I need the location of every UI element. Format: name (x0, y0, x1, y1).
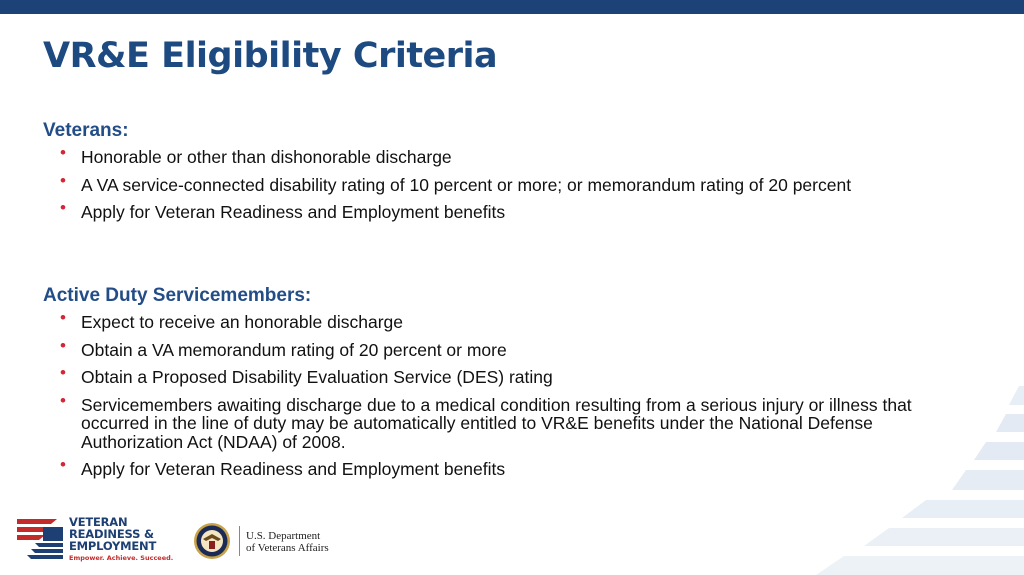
veterans-heading: Veterans: (43, 120, 129, 141)
vre-flag-icon (17, 519, 63, 559)
decorative-stripes (816, 386, 1024, 575)
list-item: • Obtain a Proposed Disability Evaluation… (43, 364, 923, 387)
list-item-text: Apply for Veteran Readiness and Employme… (81, 459, 506, 479)
list-item: • Expect to receive an honorable discharg… (43, 309, 923, 332)
vre-line-3: EMPLOYMENT (69, 539, 157, 553)
list-item-text: Expect to receive an honorable discharge (81, 312, 404, 332)
slide-title: VR&E Eligibility Criteria (43, 36, 498, 76)
list-item: • Servicemembers awaiting discharge due t… (43, 391, 923, 452)
list-item: • A VA service-connected disability ratin… (43, 171, 923, 195)
list-item: • Apply for Veteran Readiness and Employm… (43, 199, 923, 222)
va-logo-text: U.S. Department of Veterans Affairs (246, 530, 329, 554)
vre-line-1: VETERAN (69, 515, 128, 529)
bullet-dot-icon: • (60, 335, 66, 355)
list-item-text: Servicemembers awaiting discharge due to… (81, 394, 912, 452)
vre-text: VETERAN READINESS & EMPLOYMENT Empower. … (69, 516, 173, 562)
va-line-2: of Veterans Affairs (246, 542, 329, 554)
list-item-text: Apply for Veteran Readiness and Employme… (81, 202, 506, 222)
vre-line-2: READINESS & (69, 527, 154, 541)
bullet-dot-icon: • (60, 170, 66, 190)
top-banner (0, 0, 1024, 14)
veterans-list: • Honorable or other than dishonorable di… (43, 144, 923, 222)
veterans-section: Veterans: • Honorable or other than disho… (43, 120, 923, 231)
va-seal-icon (194, 523, 230, 559)
vre-tagline: Empower. Achieve. Succeed. (69, 554, 174, 562)
bullet-dot-icon: • (60, 390, 66, 410)
list-item: • Honorable or other than dishonorable di… (43, 144, 923, 167)
list-item: • Apply for Veteran Readiness and Employm… (43, 456, 923, 479)
bullet-dot-icon: • (60, 198, 66, 217)
va-divider (239, 526, 240, 556)
list-item-text: Obtain a Proposed Disability Evaluation … (81, 367, 553, 387)
list-item-text: A VA service-connected disability rating… (81, 174, 852, 195)
list-item-text: Honorable or other than dishonorable dis… (81, 147, 452, 167)
vre-logo: VETERAN READINESS & EMPLOYMENT Empower. … (17, 515, 177, 565)
bullet-dot-icon: • (60, 143, 66, 162)
active-duty-section: Active Duty Servicemembers: • Expect to r… (43, 285, 923, 488)
list-item: • Obtain a VA memorandum rating of 20 per… (43, 336, 923, 360)
bullet-dot-icon: • (60, 455, 66, 474)
active-duty-list: • Expect to receive an honorable discharg… (43, 309, 923, 479)
list-item-text: Obtain a VA memorandum rating of 20 perc… (81, 339, 507, 360)
va-line-1: U.S. Department (246, 530, 321, 542)
bullet-dot-icon: • (60, 308, 66, 327)
bullet-dot-icon: • (60, 363, 66, 382)
active-duty-heading: Active Duty Servicemembers: (43, 285, 312, 306)
